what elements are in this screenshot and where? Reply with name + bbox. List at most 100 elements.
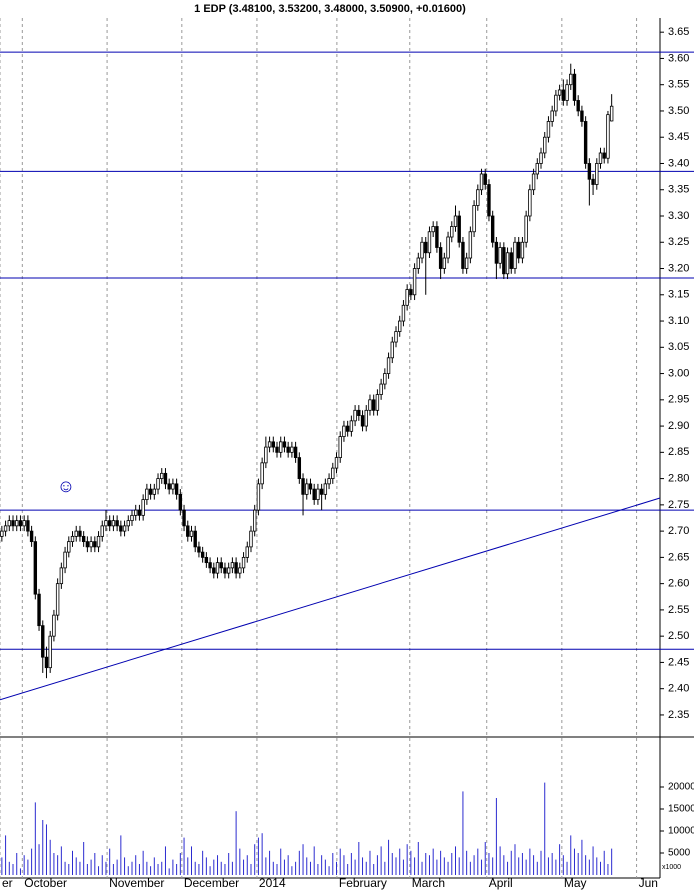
candle-body bbox=[565, 84, 569, 101]
candle-body bbox=[401, 304, 406, 322]
candle-body bbox=[517, 241, 521, 259]
candle-body bbox=[249, 530, 253, 548]
candle-body bbox=[316, 488, 320, 501]
candle-body bbox=[580, 110, 584, 122]
candle-body bbox=[189, 530, 194, 537]
candle-body bbox=[126, 520, 130, 527]
candle-body bbox=[331, 467, 335, 480]
candle-body bbox=[472, 205, 476, 233]
candle-body bbox=[29, 530, 34, 543]
candle-body bbox=[74, 530, 78, 537]
candle-body bbox=[606, 114, 610, 159]
candle-body bbox=[200, 551, 205, 558]
candle-body bbox=[409, 289, 413, 296]
y-tick-label: 3.40 bbox=[668, 157, 689, 169]
candle-body bbox=[319, 488, 324, 495]
candle-body bbox=[41, 625, 45, 658]
candle-body bbox=[569, 73, 573, 86]
candle-body bbox=[197, 546, 201, 553]
x-tick-label: April bbox=[489, 876, 513, 890]
candle-body bbox=[468, 231, 473, 259]
y-tick-label: 3.35 bbox=[668, 184, 689, 196]
y-tick-label: 2.90 bbox=[668, 420, 689, 432]
candle-body bbox=[609, 105, 614, 122]
candle-body bbox=[371, 399, 376, 411]
candle-body bbox=[509, 252, 513, 269]
candle-body bbox=[267, 441, 272, 448]
x-tick-label: December bbox=[184, 876, 239, 890]
y-tick-label: 2.65 bbox=[668, 551, 689, 563]
candle-body bbox=[52, 614, 56, 637]
candle-body bbox=[78, 530, 82, 537]
candle-body bbox=[11, 520, 15, 527]
candle-body bbox=[93, 541, 97, 548]
candle-body bbox=[134, 509, 138, 516]
candle-body bbox=[37, 593, 41, 627]
candle-body bbox=[386, 357, 391, 374]
candle-body bbox=[182, 509, 186, 527]
candle-body bbox=[479, 173, 484, 191]
candle-body bbox=[476, 189, 480, 206]
candle-body bbox=[286, 446, 290, 453]
candle-body bbox=[89, 541, 93, 548]
candle-body bbox=[576, 100, 580, 112]
volume-unit-label: x1000 bbox=[662, 864, 681, 871]
x-tick-label: October bbox=[24, 876, 67, 890]
candle-body bbox=[498, 247, 502, 264]
candle-body bbox=[260, 462, 264, 485]
candle-body bbox=[398, 320, 402, 332]
candle-body bbox=[256, 483, 261, 511]
x-tick-label: March bbox=[412, 876, 445, 890]
candle-body bbox=[241, 556, 246, 569]
candle-body bbox=[602, 152, 606, 159]
candle-body bbox=[390, 341, 394, 359]
candle-body bbox=[431, 226, 435, 233]
candle-body bbox=[595, 163, 599, 185]
candle-body bbox=[528, 189, 532, 217]
candle-body bbox=[461, 241, 465, 269]
candle-body bbox=[119, 525, 123, 532]
candle-body bbox=[167, 483, 171, 490]
candle-body bbox=[435, 226, 439, 248]
candle-body bbox=[219, 562, 223, 569]
candle-body bbox=[137, 509, 142, 516]
y-tick-label: 3.45 bbox=[668, 131, 689, 143]
candle-body bbox=[178, 493, 183, 511]
candle-body bbox=[59, 567, 64, 585]
candle-body bbox=[494, 241, 499, 264]
candle-body bbox=[212, 567, 216, 574]
candle-body bbox=[160, 472, 164, 480]
candle-body bbox=[33, 541, 38, 595]
chart-title: 1 EDP (3.48100, 3.53200, 3.48000, 3.5090… bbox=[194, 3, 466, 15]
y-tick-label: 2.60 bbox=[668, 578, 689, 590]
y-tick-label: 2.55 bbox=[668, 604, 689, 616]
candle-body bbox=[520, 241, 525, 259]
candle-body bbox=[271, 441, 275, 448]
candle-body bbox=[424, 241, 428, 254]
candle-body bbox=[583, 121, 588, 164]
candle-body bbox=[375, 394, 380, 411]
candle-body bbox=[524, 215, 528, 243]
candle-body bbox=[383, 373, 387, 385]
candle-body bbox=[293, 446, 298, 458]
candle-body bbox=[148, 488, 153, 495]
y-tick-label: 3.15 bbox=[668, 289, 689, 301]
x-tick-label: Jun bbox=[639, 876, 658, 890]
candle-body bbox=[223, 567, 227, 574]
candle-body bbox=[70, 535, 75, 543]
y-tick-label: 3.10 bbox=[668, 315, 689, 327]
candle-body bbox=[44, 656, 49, 669]
candle-body bbox=[587, 163, 592, 180]
candle-body bbox=[290, 446, 294, 453]
candle-body bbox=[483, 173, 487, 185]
y-tick-label: 2.40 bbox=[668, 683, 689, 695]
y-tick-label: 2.95 bbox=[668, 394, 689, 406]
candle-body bbox=[264, 446, 268, 464]
candle-body bbox=[591, 178, 595, 185]
candle-body bbox=[156, 478, 160, 490]
y-tick-label: 3.00 bbox=[668, 367, 689, 379]
candle-body bbox=[535, 163, 539, 175]
candle-body bbox=[438, 247, 443, 269]
candle-body bbox=[15, 520, 19, 527]
